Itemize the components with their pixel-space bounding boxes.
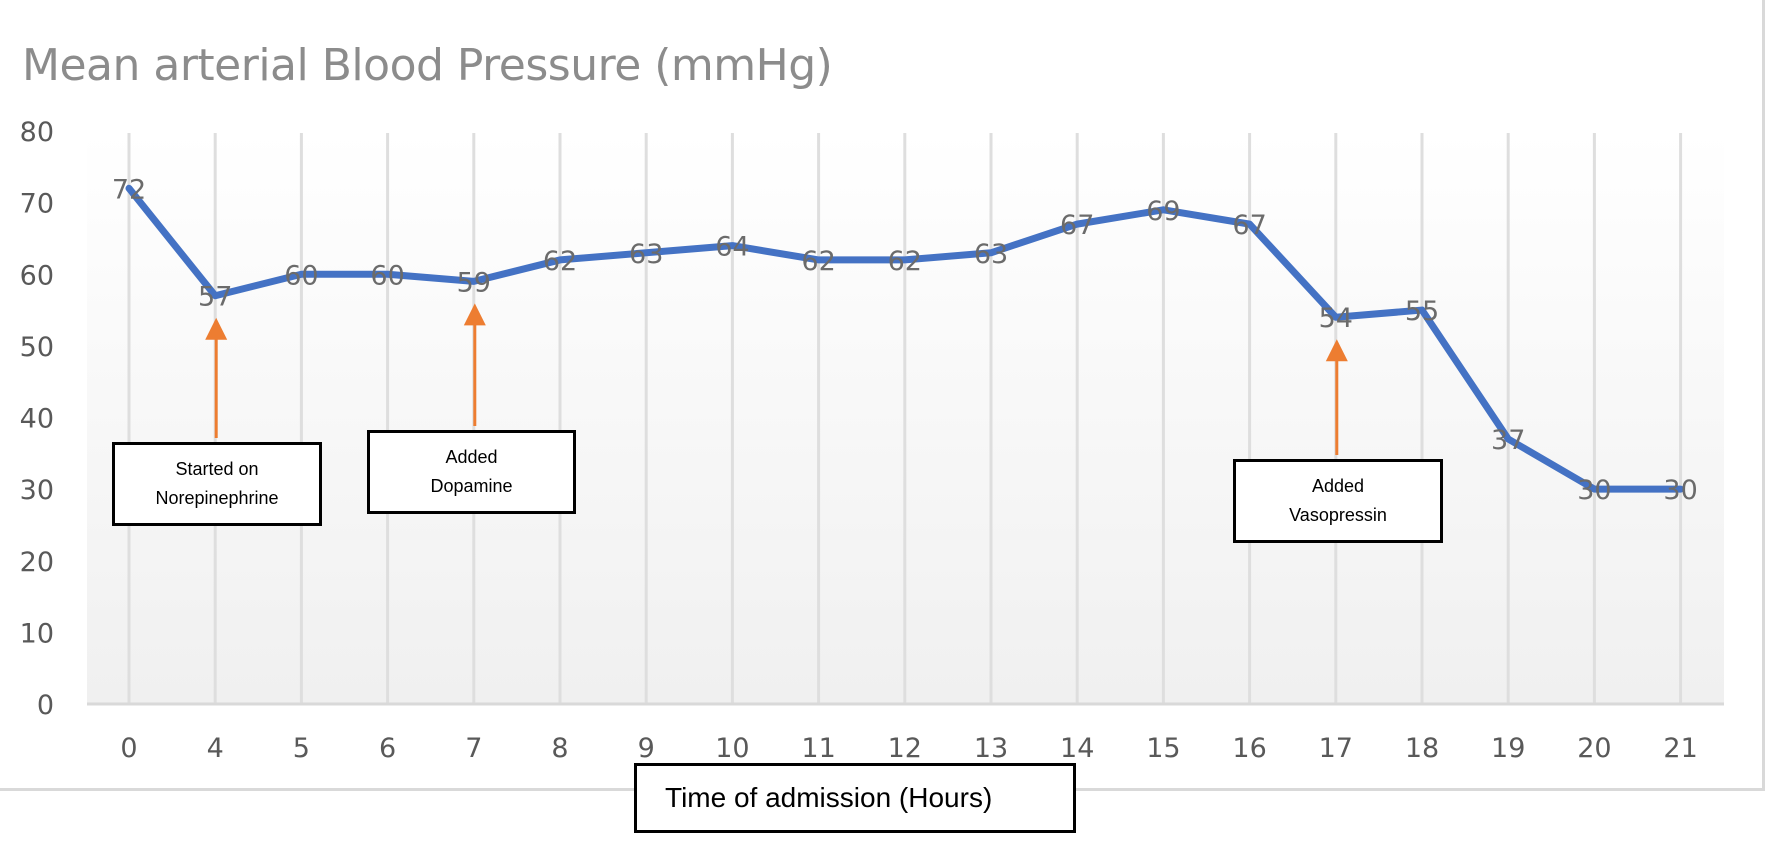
x-tick-label: 4 — [207, 733, 224, 764]
chart-title: Mean arterial Blood Pressure (mmHg) — [22, 40, 833, 91]
annotation-text: Dopamine — [430, 476, 513, 496]
x-tick-label: 15 — [1146, 733, 1180, 764]
y-tick-label: 60 — [20, 260, 54, 291]
x-tick-label: 21 — [1663, 733, 1697, 764]
x-axis-title-text: Time of admission (Hours) — [665, 782, 993, 813]
annotation-box: Added Vasopressin — [1233, 459, 1443, 543]
data-label: 63 — [974, 239, 1008, 270]
x-tick-label: 14 — [1060, 733, 1094, 764]
x-tick-label: 17 — [1319, 733, 1353, 764]
arrow-up-icon — [463, 303, 486, 326]
data-label: 69 — [1146, 196, 1180, 227]
data-label: 60 — [370, 260, 404, 291]
y-tick-label: 10 — [20, 618, 54, 649]
data-label: 59 — [457, 267, 491, 298]
data-label: 30 — [1577, 475, 1611, 506]
data-label: 54 — [1319, 303, 1353, 334]
x-tick-label: 6 — [379, 733, 396, 764]
data-label: 62 — [543, 246, 577, 277]
y-tick-label: 50 — [20, 332, 54, 363]
data-label: 63 — [629, 239, 663, 270]
annotation-box: Added Dopamine — [367, 430, 576, 514]
y-tick-label: 80 — [20, 117, 54, 148]
x-tick-label: 20 — [1577, 733, 1611, 764]
annotation-text: Started on — [175, 459, 259, 479]
x-tick-label: 5 — [293, 733, 310, 764]
data-label: 37 — [1491, 425, 1525, 456]
data-label: 30 — [1663, 475, 1697, 506]
x-tick-label: 10 — [715, 733, 749, 764]
arrow-up-icon — [1325, 339, 1348, 362]
data-label: 62 — [888, 246, 922, 277]
annotation-text: Added — [1311, 476, 1365, 496]
data-label: 55 — [1405, 296, 1439, 327]
x-tick-label: 13 — [974, 733, 1008, 764]
data-label: 67 — [1232, 210, 1266, 241]
arrow-up-icon — [205, 317, 228, 340]
x-tick-label: 8 — [551, 733, 568, 764]
y-tick-label: 40 — [20, 404, 54, 435]
y-tick-label: 70 — [20, 189, 54, 220]
annotation-text: Vasopressin — [1289, 505, 1387, 525]
x-tick-label: 19 — [1491, 733, 1525, 764]
data-label: 67 — [1060, 210, 1094, 241]
annotation-text: Added — [445, 447, 498, 467]
data-label: 60 — [284, 260, 318, 291]
data-label: 64 — [715, 232, 749, 263]
y-tick-label: 30 — [20, 475, 54, 506]
x-axis-title: Time of admission (Hours) — [634, 763, 1076, 833]
x-tick-label: 0 — [120, 733, 137, 764]
x-tick-label: 12 — [888, 733, 922, 764]
data-label: 57 — [198, 282, 232, 313]
x-tick-label: 16 — [1232, 733, 1266, 764]
annotation-box: Started on Norepinephrine — [112, 442, 322, 526]
y-tick-label: 20 — [20, 547, 54, 578]
y-tick-label: 0 — [37, 690, 54, 721]
data-label: 62 — [801, 246, 835, 277]
x-tick-label: 7 — [465, 733, 482, 764]
x-tick-label: 11 — [801, 733, 835, 764]
data-label: 72 — [112, 174, 146, 205]
x-tick-label: 18 — [1405, 733, 1439, 764]
annotation-text: Norepinephrine — [155, 488, 279, 508]
x-tick-label: 9 — [638, 733, 655, 764]
